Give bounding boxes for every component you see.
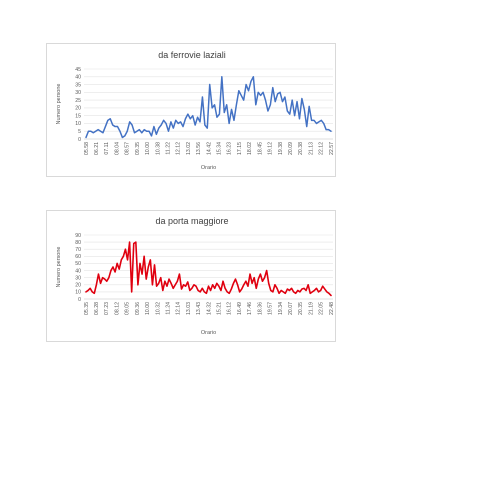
chart-title: da ferrovie laziali — [158, 50, 226, 60]
x-tick-label: 18.45 — [257, 142, 263, 155]
x-tick-label: 13.43 — [196, 302, 202, 315]
x-tick-label: 09.35 — [135, 142, 141, 155]
chart-card-ferrovie-laziali: da ferrovie laziali 0 5 10 15 20 25 30 35 40 45 Num… — [46, 43, 336, 177]
x-tick-label: 22.48 — [329, 302, 335, 315]
x-tick-label: 09.36 — [135, 302, 141, 315]
y-tick-label: 0 — [78, 297, 81, 303]
x-tick-label: 10.00 — [145, 302, 151, 315]
x-tick-label: 10.38 — [155, 142, 161, 155]
x-tick-label: 15.21 — [217, 302, 223, 315]
x-tick-label: 16.23 — [227, 142, 233, 155]
y-tick-label: 10 — [75, 290, 81, 296]
x-tick-label: 19.57 — [268, 302, 274, 315]
x-tick-label: 14.32 — [206, 302, 212, 315]
x-tick-label: 17.15 — [237, 142, 243, 155]
x-tick-label: 16.12 — [227, 302, 233, 315]
x-tick-label: 12.12 — [176, 142, 182, 155]
x-tick-label: 07.23 — [104, 302, 110, 315]
x-tick-label: 22.05 — [319, 302, 325, 315]
y-axis-label: Numero persone — [56, 84, 62, 125]
y-tick-label: 5 — [78, 129, 81, 135]
y-tick-label: 35 — [75, 82, 81, 88]
y-tick-label: 20 — [75, 283, 81, 289]
series-line — [85, 76, 332, 139]
x-tick-label: 13.03 — [186, 302, 192, 315]
y-tick-label: 40 — [75, 268, 81, 274]
x-tick-label: 05.35 — [84, 302, 90, 315]
x-tick-label: 16.49 — [237, 302, 243, 315]
y-tick-label: 25 — [75, 98, 81, 104]
x-tick-label: 20.35 — [298, 302, 304, 315]
x-tick-label: 19.38 — [278, 142, 284, 155]
x-tick-label: 13.02 — [186, 142, 192, 155]
y-tick-label: 10 — [75, 121, 81, 127]
x-tick-label: 19.34 — [278, 302, 284, 315]
x-tick-label: 12.14 — [176, 302, 182, 315]
x-tick-label: 13.56 — [196, 142, 202, 155]
x-tick-label: 20.09 — [288, 142, 294, 155]
x-tick-label: 10.00 — [145, 142, 151, 155]
x-tick-label: 06.28 — [94, 302, 100, 315]
x-tick-label: 21.13 — [308, 142, 314, 155]
y-tick-label: 80 — [75, 240, 81, 246]
x-tick-label: 17.46 — [247, 302, 253, 315]
x-tick-label: 22.57 — [329, 142, 335, 155]
series-line — [85, 241, 332, 297]
y-tick-label: 60 — [75, 254, 81, 260]
x-tick-label: 08.12 — [114, 302, 120, 315]
x-tick-label: 20.07 — [288, 302, 294, 315]
chart-ferrovie-laziali: da ferrovie laziali051015202530354045Num… — [56, 50, 335, 171]
x-tick-label: 14.42 — [206, 142, 212, 155]
y-axis-label: Numero persone — [56, 247, 62, 288]
x-tick-label: 18.36 — [257, 302, 263, 315]
x-tick-label: 08.04 — [114, 142, 120, 155]
x-tick-label: 08.57 — [125, 142, 131, 155]
y-tick-label: 45 — [75, 67, 81, 73]
y-tick-label: 50 — [75, 261, 81, 267]
x-tick-label: 06.21 — [94, 142, 100, 155]
x-tick-label: 20.38 — [298, 142, 304, 155]
x-tick-label: 11.22 — [165, 142, 171, 155]
chart-title: da porta maggiore — [155, 216, 228, 226]
x-tick-label: 05.58 — [84, 142, 90, 155]
x-tick-label: 09.05 — [125, 302, 131, 315]
x-axis-label: Orario — [201, 330, 216, 336]
x-tick-label: 07.11 — [104, 142, 110, 155]
x-tick-label: 11.24 — [165, 302, 171, 315]
x-tick-label: 22.12 — [319, 142, 325, 155]
y-tick-label: 15 — [75, 113, 81, 119]
y-tick-label: 30 — [75, 90, 81, 96]
x-tick-label: 21.19 — [308, 302, 314, 315]
y-tick-label: 90 — [75, 233, 81, 239]
x-tick-label: 10.32 — [155, 302, 161, 315]
chart-card-porta-maggiore: da porta maggiore 0 10 20 30 40 50 60 70 80 90 Nume… — [46, 210, 336, 342]
x-tick-label: 19.12 — [268, 142, 274, 155]
y-tick-label: 40 — [75, 75, 81, 81]
y-tick-label: 30 — [75, 275, 81, 281]
y-tick-label: 70 — [75, 247, 81, 253]
x-axis-label: Orario — [201, 165, 216, 171]
y-tick-label: 0 — [78, 137, 81, 143]
x-tick-label: 15.34 — [217, 142, 223, 155]
y-tick-label: 20 — [75, 106, 81, 112]
x-tick-label: 18.02 — [247, 142, 253, 155]
